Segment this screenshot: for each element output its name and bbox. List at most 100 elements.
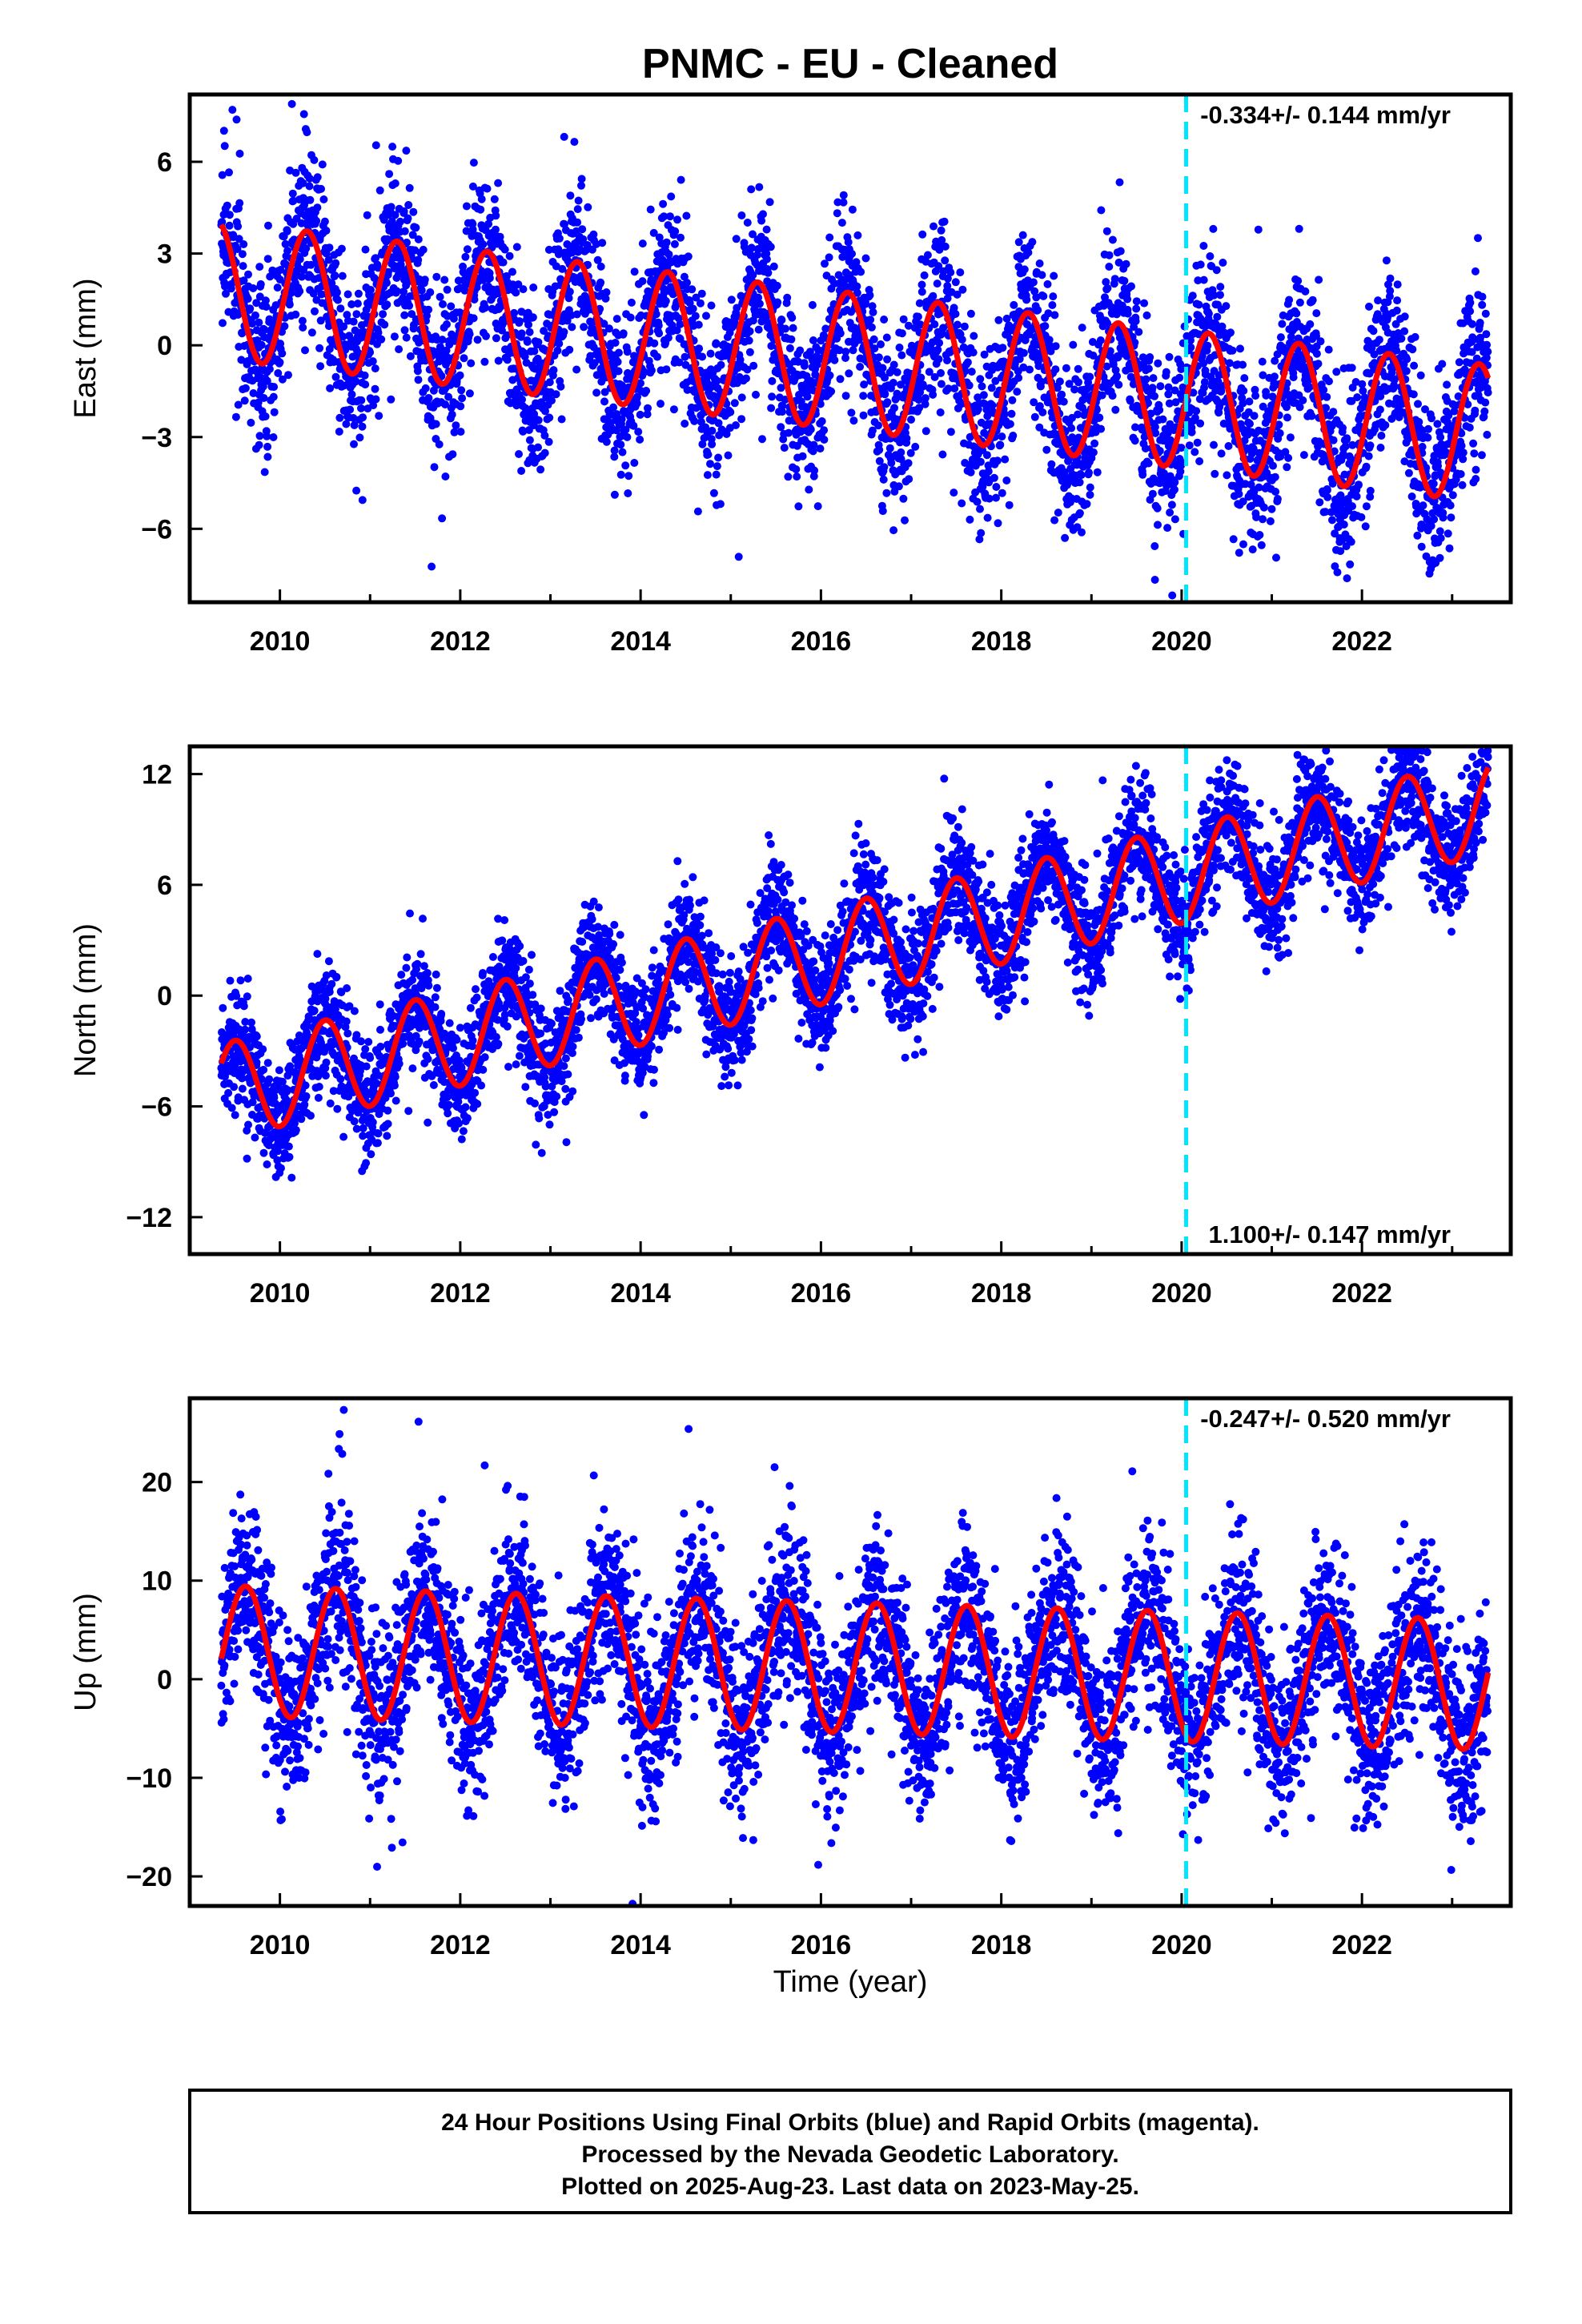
east-data-point bbox=[482, 332, 490, 340]
east-data-point bbox=[1165, 352, 1174, 361]
east-data-point bbox=[1216, 291, 1224, 300]
east-data-point bbox=[623, 348, 632, 356]
east-data-point bbox=[1051, 365, 1060, 374]
east-data-point bbox=[614, 348, 623, 357]
east-data-point bbox=[1077, 471, 1086, 480]
east-data-point bbox=[555, 340, 564, 348]
east-data-point bbox=[524, 320, 532, 329]
east-data-point bbox=[414, 376, 423, 384]
east-data-point bbox=[263, 255, 272, 263]
east-data-point bbox=[1074, 378, 1082, 387]
north-data-point bbox=[231, 1111, 239, 1120]
east-data-point bbox=[1482, 330, 1491, 339]
east-data-point bbox=[732, 421, 740, 429]
east-data-point bbox=[395, 345, 404, 354]
east-data-point bbox=[307, 260, 315, 269]
east-data-point bbox=[1069, 340, 1078, 349]
east-data-point bbox=[383, 279, 391, 287]
east-data-point bbox=[936, 408, 945, 416]
east-data-point bbox=[990, 473, 998, 482]
east-data-point bbox=[1219, 259, 1227, 267]
east-data-point bbox=[510, 308, 519, 317]
east-data-point bbox=[689, 304, 697, 313]
east-data-point bbox=[1240, 374, 1249, 383]
east-data-point bbox=[1155, 406, 1164, 414]
east-rate-label: -0.334+/- 0.144 mm/yr bbox=[1200, 101, 1451, 129]
east-data-point bbox=[730, 399, 739, 408]
east-data-point bbox=[1328, 516, 1336, 525]
east-data-point bbox=[943, 356, 951, 364]
east-data-point bbox=[1090, 439, 1099, 448]
east-data-point bbox=[1170, 485, 1178, 494]
east-data-point bbox=[1276, 333, 1285, 342]
east-data-point bbox=[994, 316, 1003, 324]
east-data-point bbox=[897, 329, 906, 338]
east-data-point bbox=[762, 255, 771, 263]
east-data-point bbox=[1446, 501, 1455, 510]
east-data-point bbox=[859, 411, 868, 420]
east-data-point bbox=[1175, 373, 1184, 382]
east-data-point bbox=[937, 380, 946, 388]
east-data-point bbox=[338, 271, 347, 280]
east-data-point bbox=[349, 414, 358, 422]
east-data-point bbox=[773, 281, 781, 290]
east-data-point bbox=[1054, 509, 1062, 517]
east-data-point bbox=[1251, 392, 1260, 400]
east-data-point bbox=[659, 199, 668, 208]
east-data-point bbox=[758, 435, 766, 444]
east-data-point bbox=[1270, 372, 1279, 381]
east-data-point bbox=[239, 262, 247, 271]
east-data-point bbox=[523, 337, 532, 346]
east-data-point bbox=[1199, 275, 1208, 284]
east-data-point bbox=[1343, 574, 1351, 583]
east-data-point bbox=[1095, 413, 1104, 422]
east-data-point bbox=[677, 233, 685, 242]
east-data-point bbox=[347, 390, 356, 399]
east-data-point bbox=[609, 403, 618, 412]
east-data-point bbox=[544, 437, 553, 446]
east-data-point bbox=[396, 217, 404, 226]
east-data-point bbox=[1418, 443, 1427, 451]
east-data-point bbox=[1192, 407, 1201, 416]
east-data-point bbox=[767, 404, 776, 412]
east-data-point bbox=[1259, 503, 1268, 512]
east-data-point bbox=[737, 415, 746, 424]
east-data-point bbox=[1339, 424, 1347, 432]
east-data-point bbox=[1130, 436, 1139, 445]
north-plot-area bbox=[217, 746, 1492, 1182]
east-data-point bbox=[709, 489, 718, 497]
east-data-point bbox=[465, 330, 474, 339]
east-data-point bbox=[976, 505, 984, 513]
east-data-point bbox=[1414, 400, 1422, 408]
east-data-point bbox=[269, 392, 278, 401]
east-data-point bbox=[413, 367, 422, 376]
east-data-point bbox=[299, 110, 308, 119]
east-data-point bbox=[917, 373, 926, 382]
east-data-point bbox=[577, 175, 586, 183]
east-data-point bbox=[889, 526, 898, 535]
east-data-point bbox=[295, 255, 304, 263]
east-data-point bbox=[642, 387, 651, 395]
east-data-point bbox=[387, 203, 396, 211]
east-data-point bbox=[1078, 324, 1086, 332]
east-data-point bbox=[676, 335, 685, 344]
east-data-point bbox=[627, 298, 636, 307]
east-data-point bbox=[1397, 334, 1406, 343]
east-data-point bbox=[1149, 374, 1158, 383]
east-data-point bbox=[1430, 515, 1439, 524]
east-data-point bbox=[1223, 471, 1231, 480]
east-data-point bbox=[358, 422, 367, 431]
east-data-point bbox=[1061, 533, 1070, 542]
east-data-point bbox=[248, 320, 256, 328]
east-data-point bbox=[260, 468, 269, 476]
east-data-point bbox=[662, 365, 671, 374]
east-data-point bbox=[860, 380, 869, 389]
east-data-point bbox=[1472, 475, 1480, 483]
east-data-point bbox=[1228, 346, 1237, 355]
east-data-point bbox=[958, 285, 967, 294]
east-data-point bbox=[1200, 378, 1209, 387]
east-data-point bbox=[1035, 259, 1044, 267]
east-data-point bbox=[929, 292, 938, 300]
east-data-point bbox=[473, 336, 482, 344]
east-data-point bbox=[817, 417, 826, 425]
